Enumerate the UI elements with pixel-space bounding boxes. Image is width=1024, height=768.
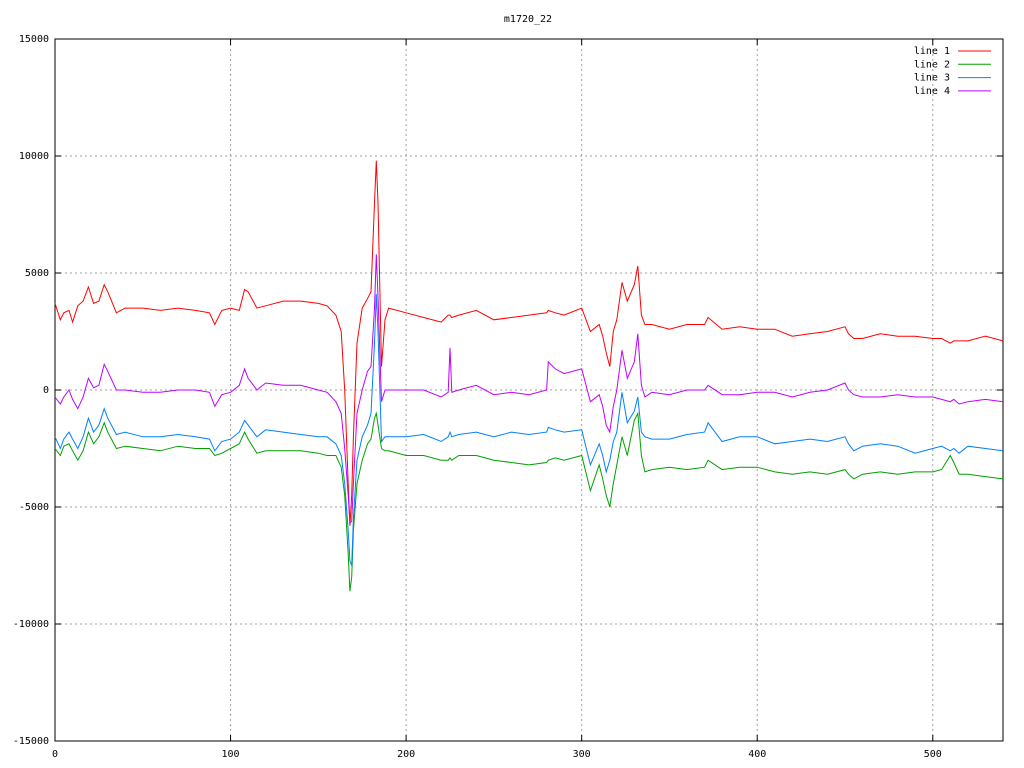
- y-tick-label: -10000: [13, 619, 49, 630]
- y-tick-label: -15000: [13, 736, 49, 747]
- data-line: [54, 411, 1004, 592]
- y-tick-label: 0: [43, 385, 49, 396]
- x-tick-label: 500: [924, 749, 942, 760]
- data-line: [54, 254, 1004, 525]
- x-tick-label: 0: [52, 749, 58, 760]
- data-line: [54, 160, 1004, 526]
- x-tick-label: 400: [748, 749, 766, 760]
- data-line: [54, 294, 1004, 566]
- legend-label: line 4: [914, 86, 950, 97]
- plot-frame: [54, 38, 1004, 742]
- x-tick-label: 200: [397, 749, 415, 760]
- x-tick-label: 100: [222, 749, 240, 760]
- y-tick-label: -5000: [19, 502, 49, 513]
- x-tick-label: 300: [573, 749, 591, 760]
- y-tick-label: 10000: [19, 151, 49, 162]
- chart-title: m1720_22: [504, 14, 552, 25]
- y-tick-label: 5000: [25, 268, 49, 279]
- legend-label: line 3: [914, 73, 950, 84]
- y-tick-label: 15000: [19, 34, 49, 45]
- legend-label: line 2: [914, 59, 950, 70]
- legend-label: line 1: [914, 46, 950, 57]
